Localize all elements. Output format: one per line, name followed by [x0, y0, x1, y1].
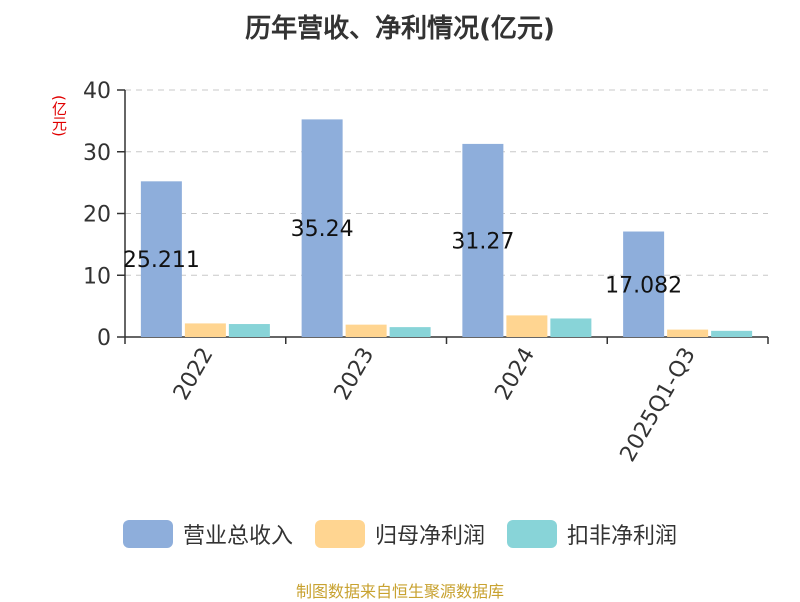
bar-1-2 [506, 315, 548, 337]
bar-1-1 [345, 324, 387, 337]
bar-chart: 0 10 20 30 40 25.211 2022 35.24 2023 31.27 2024 17.… [83, 79, 769, 467]
legend-label-revenue: 营业总收入 [182, 524, 293, 549]
bar-1-0 [184, 323, 226, 337]
y-tick-label: 10 [83, 264, 111, 289]
chart-title: 历年营收、净利情况(亿元) [245, 14, 555, 44]
legend-item-revenue[interactable]: 营业总收入 [122, 518, 293, 550]
bar-2-3 [711, 330, 753, 337]
data-label: 17.082 [605, 273, 682, 298]
data-label: 31.27 [451, 229, 514, 254]
x-tick-label: 2023 [330, 344, 380, 405]
bar-2-2 [550, 318, 592, 337]
legend-swatch-net-profit [314, 520, 365, 548]
legend-item-net-profit[interactable]: 归母净利润 [314, 518, 485, 550]
legend-item-deducted-profit[interactable]: 扣非净利润 [507, 518, 677, 550]
legend: 营业总收入 归母净利润 扣非净利润 [0, 518, 800, 550]
bar-2-0 [228, 324, 270, 337]
y-axis-unit-label: (亿元) [50, 95, 68, 137]
bar-0-1 [301, 119, 343, 337]
x-tick-label: 2022 [169, 344, 219, 405]
data-label: 25.211 [123, 248, 200, 273]
bar-0-3 [623, 231, 665, 337]
legend-label-deducted-profit: 扣非净利润 [567, 524, 678, 549]
y-tick-label: 30 [83, 141, 111, 166]
x-tick-label: 2025Q1-Q3 [615, 344, 700, 467]
bar-0-0 [140, 181, 182, 337]
legend-swatch-revenue [122, 520, 173, 548]
bar-2-1 [389, 327, 431, 337]
data-source-note: 制图数据来自恒生聚源数据库 [295, 582, 504, 601]
y-tick-label: 20 [83, 203, 111, 228]
y-tick-label: 40 [83, 79, 111, 104]
data-label: 35.24 [291, 217, 354, 242]
legend-swatch-deducted-profit [507, 520, 557, 548]
x-tick-label: 2024 [490, 344, 540, 405]
bar-0-2 [462, 143, 504, 337]
legend-label-net-profit: 归母净利润 [374, 524, 485, 549]
bar-1-3 [667, 329, 709, 337]
y-tick-label: 0 [97, 326, 111, 351]
